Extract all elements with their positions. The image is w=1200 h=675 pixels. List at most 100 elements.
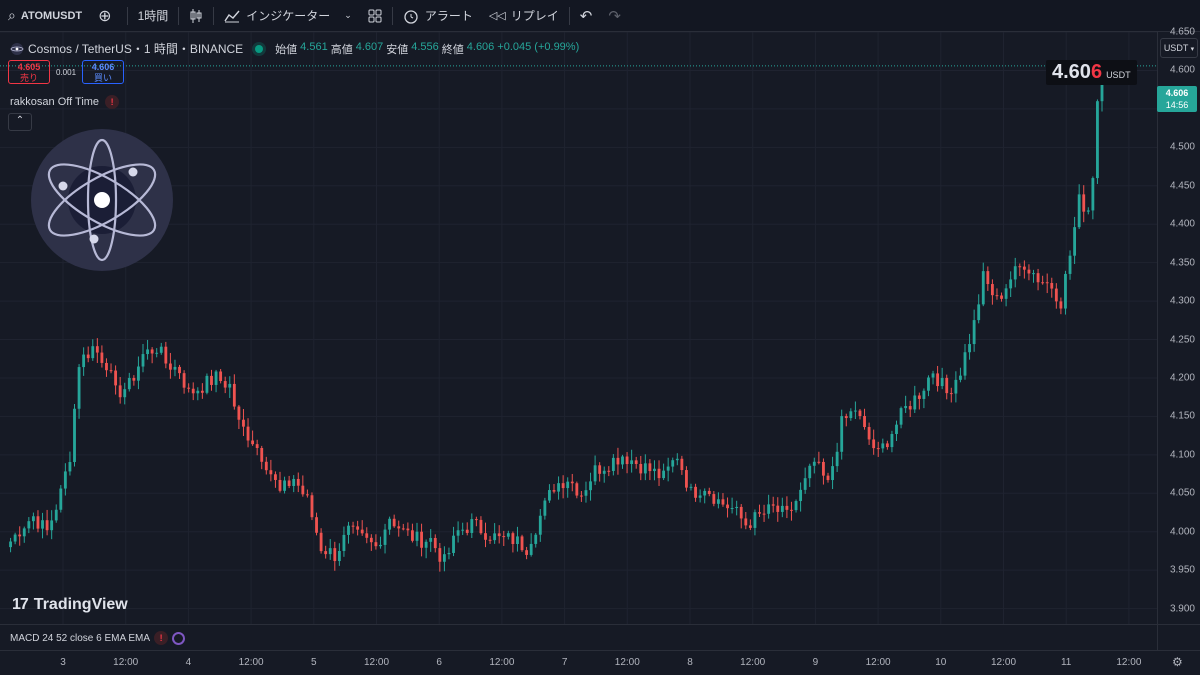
ohlc-values: 始値 4.561 高値 4.607 安値 4.556 終値 4.606 +0.045 (…: [275, 41, 579, 57]
candle-body: [164, 346, 168, 364]
currency-select[interactable]: USDT ▾: [1160, 38, 1198, 58]
price-axis-label: 4.350: [1169, 257, 1195, 269]
candle-body: [694, 486, 697, 498]
candle-body: [406, 528, 410, 531]
candle-body: [890, 434, 894, 448]
time-axis-label: 11: [1060, 657, 1072, 668]
candle-body: [114, 370, 118, 386]
price-chart[interactable]: [0, 32, 1157, 624]
separator: [213, 6, 215, 25]
candle-body: [917, 395, 921, 399]
candle-body: [260, 448, 264, 462]
time-axis-label: 12:00: [363, 657, 390, 668]
sell-button[interactable]: 4.605 売り: [8, 60, 50, 84]
buy-label: 買い: [94, 73, 113, 83]
candle-body: [237, 406, 241, 420]
indicators-button[interactable]: インジケーター ⌄: [216, 0, 360, 32]
candle-body: [242, 419, 245, 427]
warning-icon[interactable]: !: [154, 631, 169, 645]
candle-body: [1004, 288, 1008, 299]
candle-body: [959, 375, 962, 380]
candle-body: [803, 478, 807, 490]
candle-body: [187, 387, 191, 389]
candle-body: [995, 295, 999, 297]
chart-pane[interactable]: [0, 32, 1157, 624]
tradingview-logo[interactable]: 17 TradingView: [12, 596, 128, 614]
candle-body: [1013, 266, 1017, 280]
candle-body: [31, 516, 35, 522]
candle-body: [228, 383, 232, 388]
candle-body: [648, 463, 652, 472]
candle-body: [758, 512, 761, 514]
cosmos-coin-icon: [10, 42, 24, 55]
redo-button[interactable]: ↷: [600, 0, 629, 32]
interval-button[interactable]: 1時間: [130, 0, 177, 32]
candle-body: [657, 468, 661, 479]
buy-button[interactable]: 4.606 買い: [82, 60, 125, 84]
macd-pane[interactable]: MACD 24 52 close 6 EMA EMA !: [0, 624, 1157, 651]
candle-body: [22, 528, 26, 537]
loading-icon: [172, 631, 186, 645]
candle-body: [369, 537, 373, 543]
sell-price: 4.605: [17, 62, 41, 72]
candle-body: [319, 532, 323, 552]
add-circle-icon: ⊕: [98, 7, 112, 25]
candle-body: [863, 416, 866, 428]
warning-icon[interactable]: !: [105, 95, 120, 109]
candle-body: [831, 466, 834, 481]
candle-body: [963, 352, 967, 376]
candle-body: [301, 485, 305, 495]
candle-body: [1036, 273, 1040, 283]
chart-type-button[interactable]: [181, 0, 211, 32]
symbol-search[interactable]: ⌕ ATOMUSDT: [0, 0, 90, 32]
candle-body: [45, 520, 49, 531]
candle-body: [671, 460, 675, 467]
chevron-down-icon[interactable]: ⌄: [344, 10, 352, 20]
undo-button[interactable]: ↶: [572, 0, 601, 32]
low-label: 安値: [386, 43, 409, 56]
price-axis[interactable]: 4.6504.6004.5504.5004.4504.4004.3504.300…: [1157, 27, 1200, 624]
candle-body: [484, 533, 487, 540]
collapse-legend-button[interactable]: ⌃: [8, 113, 32, 131]
candle-body: [452, 535, 455, 553]
currency-select-value: USDT: [1163, 43, 1189, 53]
candle-body: [305, 494, 309, 496]
candle-body: [315, 517, 318, 533]
candle-body: [525, 550, 529, 555]
candle-body: [219, 371, 223, 382]
candle-body: [493, 533, 497, 541]
chart-title[interactable]: Cosmos / TetherUS・1 時間・BINANCE: [28, 42, 244, 56]
candle-body: [63, 471, 67, 489]
time-axis[interactable]: ⚙ 3 12:00 4 12:00 5 12:00 6 12:00 7 12:00 8 12:00 9 1…: [0, 650, 1200, 675]
candle-body: [698, 495, 702, 498]
candle-body: [972, 320, 976, 345]
candle-body: [534, 534, 538, 544]
candle-body: [949, 393, 953, 395]
candle-body: [146, 349, 149, 355]
compare-button[interactable]: ⊕: [90, 0, 124, 32]
candle-body: [411, 530, 414, 541]
badge-currency: USDT: [1106, 69, 1131, 80]
candle-body: [506, 533, 510, 537]
layouts-button[interactable]: [360, 0, 390, 32]
time-axis-label: 12:00: [489, 657, 515, 668]
time-axis-label: 6: [436, 657, 442, 668]
candle-body: [602, 470, 606, 474]
candle-body: [424, 541, 428, 548]
price-axis-label: 3.900: [1169, 603, 1195, 615]
candle-body: [552, 490, 556, 492]
macd-legend[interactable]: MACD 24 52 close 6 EMA EMA !: [10, 631, 186, 645]
replay-label: リプレイ: [510, 9, 559, 23]
replay-button[interactable]: ◁◁ リプレイ: [481, 0, 567, 32]
time-axis-label: 4: [185, 657, 192, 668]
candle-body: [182, 373, 186, 388]
alert-button[interactable]: アラート: [395, 0, 481, 32]
time-axis-label: 12:00: [865, 657, 891, 668]
candle-body: [607, 470, 611, 472]
gear-icon[interactable]: ⚙: [1172, 655, 1183, 669]
bar-countdown: 14:56: [1165, 100, 1189, 110]
candle-body: [127, 377, 131, 390]
candle-body: [50, 520, 54, 531]
indicator-legend[interactable]: rakkosan Off Time !: [10, 95, 120, 109]
candle-body: [401, 528, 405, 530]
